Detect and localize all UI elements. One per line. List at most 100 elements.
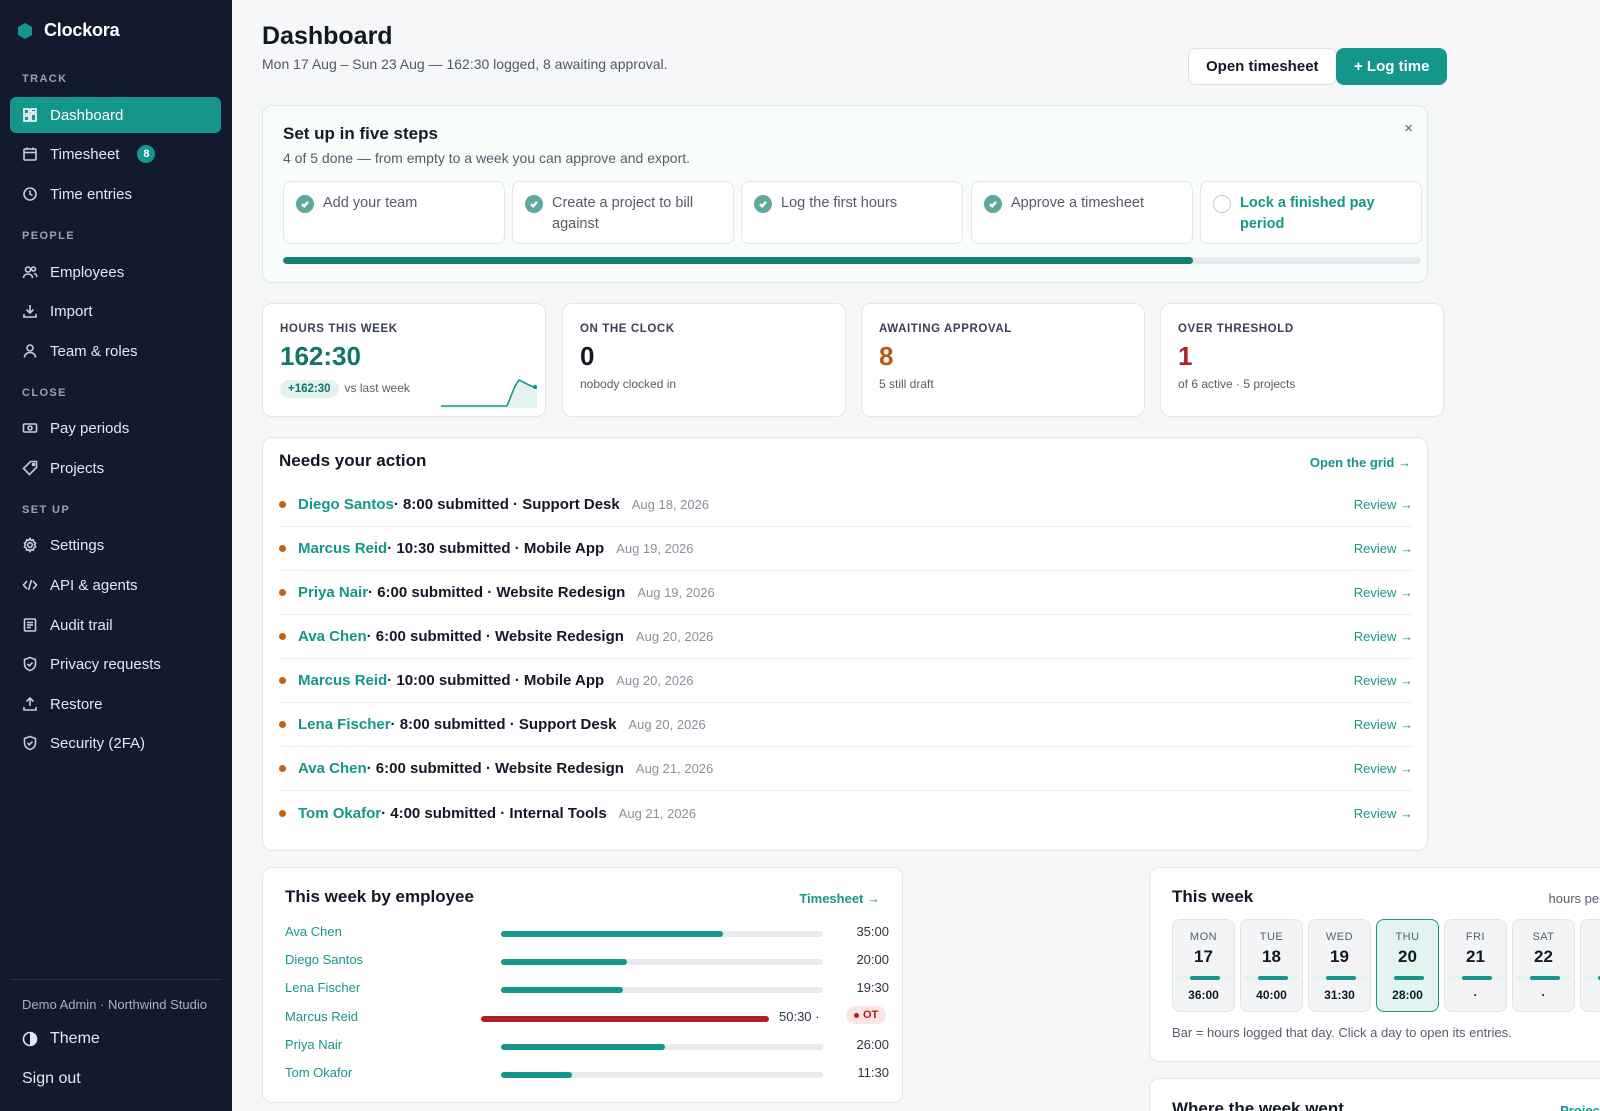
where-week-went-card: Where the week went Projects → — [1149, 1078, 1600, 1111]
review-link[interactable]: Review → — [1353, 761, 1413, 776]
employee-hours-fill — [501, 1044, 666, 1050]
sign-out-link[interactable]: Sign out — [22, 1070, 81, 1087]
app-name: Clockora — [44, 20, 120, 40]
sidebar-item-import[interactable]: Import — [10, 293, 221, 329]
sidebar-item-security-2fa[interactable]: Security (2FA) — [10, 725, 221, 761]
review-link[interactable]: Review → — [1353, 629, 1413, 644]
setup-step-approve-timesheet[interactable]: Approve a timesheet — [971, 181, 1193, 244]
employee-link[interactable]: Ava Chen — [298, 628, 367, 645]
shield-icon — [22, 656, 38, 672]
sidebar-item-time-entries[interactable]: Time entries — [10, 176, 221, 212]
this-week-card: This week hours per day MON 17 36:00 TUE 18 4… — [1149, 867, 1600, 1062]
employee-name-link[interactable]: Tom Okafor — [285, 1065, 353, 1080]
day-hours-bar — [1597, 976, 1600, 980]
sidebar-item-label: Audit trail — [50, 616, 113, 634]
review-link[interactable]: Review → — [1353, 717, 1413, 732]
setup-step-lock-pay-period[interactable]: Lock a finished pay period — [1200, 181, 1422, 244]
day-of-week: SAT — [1532, 931, 1555, 943]
theme-toggle[interactable]: Theme — [22, 1030, 100, 1048]
day-tile-mon[interactable]: MON 17 36:00 — [1172, 919, 1235, 1012]
employee-link[interactable]: Priya Nair — [298, 584, 369, 601]
close-icon[interactable]: × — [1404, 120, 1413, 137]
sidebar-item-privacy-requests[interactable]: Privacy requests — [10, 646, 221, 682]
status-dot — [279, 501, 286, 508]
day-hours: 31:30 — [1324, 988, 1355, 1002]
day-hours: 28:00 — [1392, 988, 1423, 1002]
review-link[interactable]: Review → — [1353, 673, 1413, 688]
sidebar-item-audit-trail[interactable]: Audit trail — [10, 607, 221, 643]
brand[interactable]: Clockora — [16, 20, 120, 41]
timesheet-link[interactable]: Timesheet → — [799, 891, 880, 906]
employee-link[interactable]: Diego Santos — [298, 496, 394, 513]
employee-row: Tom Okafor 11:30 — [285, 1064, 889, 1084]
review-link[interactable]: Review → — [1353, 541, 1413, 556]
sidebar-item-pay-periods[interactable]: Pay periods — [10, 410, 221, 446]
day-tile-sat[interactable]: SAT 22 · — [1512, 919, 1575, 1012]
open-grid-link[interactable]: Open the grid → — [1309, 455, 1411, 470]
overtime-label: OT — [863, 1009, 879, 1021]
setup-step-log-hours[interactable]: Log the first hours — [741, 181, 963, 244]
day-tile-thu[interactable]: THU 20 28:00 — [1376, 919, 1439, 1012]
sidebar-item-label: Projects — [50, 459, 105, 477]
submission-detail: · 6:00 submitted · Website Redesign — [368, 584, 626, 601]
day-number: 22 — [1534, 947, 1553, 966]
log-time-button[interactable]: + Log time — [1336, 48, 1448, 85]
employee-link[interactable]: Ava Chen — [298, 760, 367, 777]
employee-link[interactable]: Tom Okafor — [298, 804, 382, 822]
page-title: Dashboard — [262, 22, 393, 50]
setup-step-add-team[interactable]: Add your team — [283, 181, 505, 244]
employee-row: Ava Chen 35:00 — [285, 923, 889, 943]
review-link[interactable]: Review → — [1353, 585, 1413, 600]
employee-link[interactable]: Marcus Reid — [298, 672, 388, 689]
employee-name-link[interactable]: Lena Fischer — [285, 980, 361, 995]
setup-step-create-project[interactable]: Create a project to bill against — [512, 181, 734, 244]
day-hours: 40:00 — [1256, 988, 1287, 1002]
status-dot — [279, 809, 286, 817]
stat-note: +162:30 vs last week — [280, 380, 410, 398]
sidebar-item-restore[interactable]: Restore — [10, 686, 221, 722]
day-number: 18 — [1262, 947, 1281, 966]
sidebar-item-dashboard[interactable]: Dashboard — [10, 97, 221, 133]
sidebar-item-team-roles[interactable]: Team & roles — [10, 333, 221, 369]
this-week-footer: Bar = hours logged that day. Click a day… — [1172, 1025, 1512, 1040]
nav-section-setup: SET UP — [22, 504, 71, 516]
employee-name-link[interactable]: Ava Chen — [285, 924, 342, 939]
employee-link[interactable]: Marcus Reid — [298, 540, 388, 557]
stat-awaiting-approval: AWAITING APPROVAL 8 5 still draft — [861, 303, 1145, 417]
document-icon — [22, 617, 38, 633]
review-link[interactable]: Review → — [1353, 497, 1413, 512]
sidebar-item-settings[interactable]: Settings — [10, 527, 221, 563]
by-employee-card: This week by employee Timesheet → Ava Ch… — [262, 867, 903, 1103]
sidebar-item-api-agents[interactable]: API & agents — [10, 567, 221, 603]
day-tile-tue[interactable]: TUE 18 40:00 — [1240, 919, 1303, 1012]
review-link[interactable]: Review → — [1353, 805, 1413, 821]
day-tile-fri[interactable]: FRI 21 · — [1444, 919, 1507, 1012]
sidebar-item-employees[interactable]: Employees — [10, 254, 221, 290]
employee-name-link[interactable]: Priya Nair — [285, 1037, 343, 1052]
sidebar-item-label: Import — [50, 302, 93, 320]
setup-progress-fill — [283, 257, 1194, 264]
this-week-title: This week — [1172, 887, 1254, 906]
sidebar-item-label: Security (2FA) — [50, 734, 146, 752]
money-icon — [22, 420, 38, 436]
setup-title: Set up in five steps — [283, 124, 438, 143]
sidebar-item-timesheet[interactable]: Timesheet 8 — [10, 136, 221, 172]
status-dot — [279, 633, 286, 640]
open-timesheet-button[interactable]: Open timesheet — [1188, 48, 1337, 85]
needs-action-title: Needs your action — [279, 451, 427, 470]
day-tile-sun[interactable]: SUN 23 · — [1580, 919, 1600, 1012]
employee-hours-fill — [501, 959, 627, 965]
day-hours-bar — [1393, 976, 1424, 980]
employee-name-link[interactable]: Marcus Reid — [285, 1009, 358, 1024]
day-tile-wed[interactable]: WED 19 31:30 — [1308, 919, 1371, 1012]
submission-date: Aug 19, 2026 — [637, 585, 715, 600]
action-row: Diego Santos · 8:00 submitted · Support … — [279, 483, 1413, 527]
sidebar-item-label: Pay periods — [50, 419, 130, 437]
brand-logo-icon — [18, 22, 32, 39]
day-hours-bar — [1529, 976, 1560, 980]
contrast-icon — [22, 1031, 38, 1047]
sidebar-item-projects[interactable]: Projects — [10, 450, 221, 486]
projects-link[interactable]: Projects → — [1560, 1103, 1600, 1111]
employee-name-link[interactable]: Diego Santos — [285, 952, 364, 967]
employee-link[interactable]: Lena Fischer — [298, 716, 391, 733]
